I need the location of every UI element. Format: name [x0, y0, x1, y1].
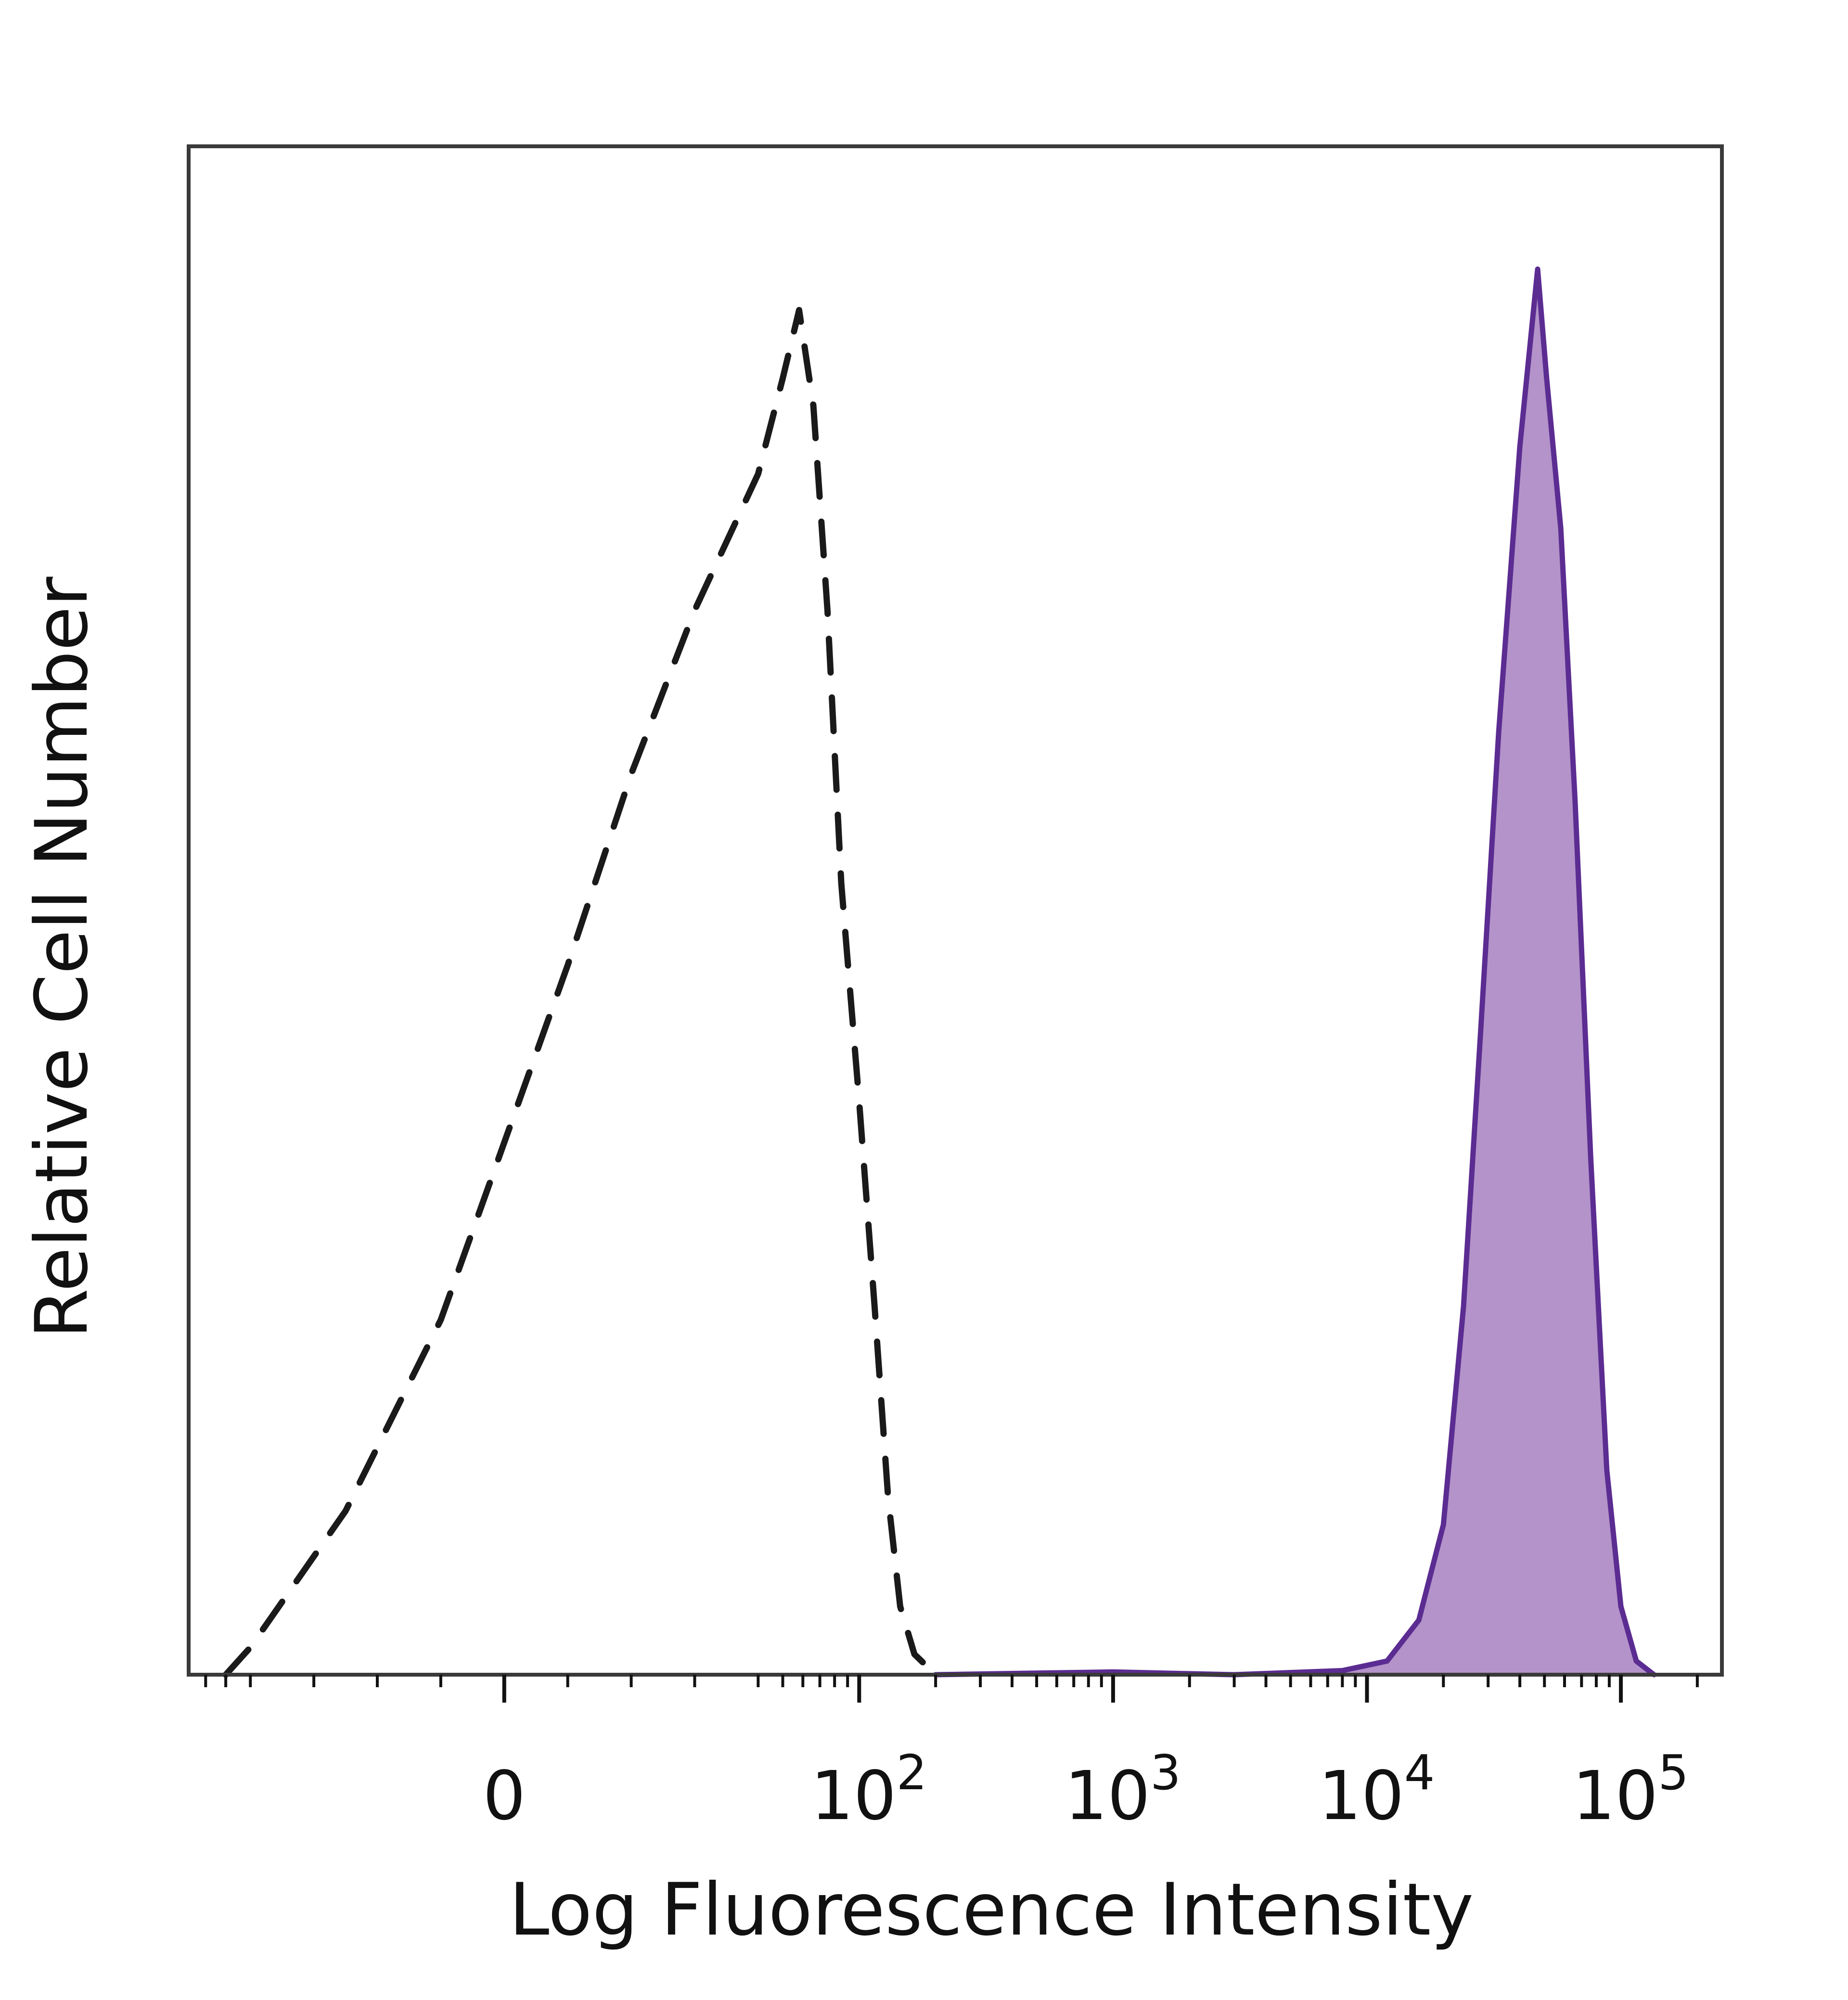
x-tick-layer: 0 102 103 104 105 — [204, 1675, 1699, 1835]
series-1-area — [936, 269, 1654, 1675]
series-layer — [222, 266, 1657, 1678]
y-axis-label: Relative Cell Number — [20, 577, 104, 1339]
x-axis-label: Log Fluorescence Intensity — [509, 1868, 1474, 1952]
x-tick-label-4: 105 — [1572, 1744, 1689, 1835]
x-tick-label-2: 103 — [1065, 1744, 1181, 1835]
series-0-line — [222, 307, 939, 1678]
x-tick-label-3: 104 — [1319, 1744, 1435, 1835]
plot-frame — [187, 144, 1724, 1677]
x-tick-label-1: 102 — [810, 1744, 927, 1835]
x-tick-label-0: 0 — [483, 1757, 526, 1835]
series-1-line — [933, 266, 1657, 1678]
